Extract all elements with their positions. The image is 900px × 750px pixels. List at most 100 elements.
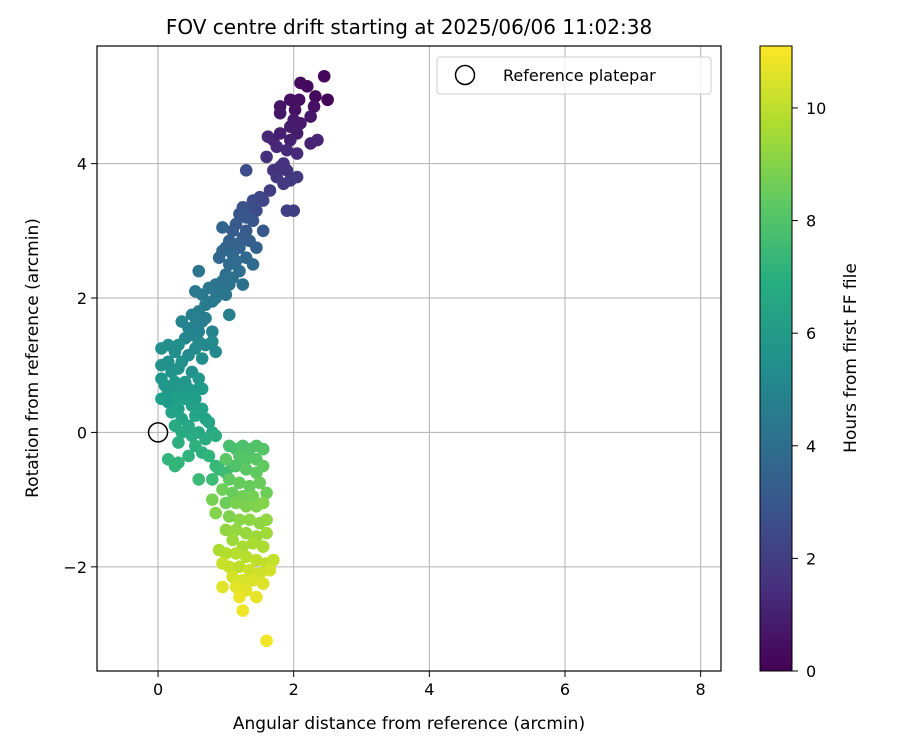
x-tick-label: 2: [289, 680, 299, 699]
data-point: [273, 127, 287, 140]
data-point: [219, 453, 233, 466]
data-point: [192, 473, 206, 486]
data-point: [209, 429, 222, 443]
data-point: [182, 449, 195, 463]
x-axis-label: Angular distance from reference (arcmin): [233, 714, 585, 734]
data-point: [155, 372, 168, 385]
colorbar-tick-label: 10: [806, 99, 826, 118]
data-point: [185, 399, 199, 412]
data-point: [256, 194, 270, 207]
reference-platepar-marker: [147, 422, 169, 443]
y-axis-label: Rotation from reference (arcmin): [23, 218, 43, 498]
colorbar-tick-label: 0: [806, 662, 816, 681]
data-point: [246, 258, 260, 271]
data-point: [192, 372, 206, 385]
data-point: [288, 103, 302, 117]
data-point: [175, 426, 189, 439]
data-point: [260, 486, 273, 500]
legend: Reference platepar: [436, 56, 712, 95]
data-point: [239, 164, 253, 177]
data-point: [270, 140, 284, 154]
data-point: [277, 177, 290, 191]
data-point: [239, 453, 253, 466]
data-point: [233, 590, 246, 604]
data-point: [294, 116, 307, 130]
data-point: [189, 409, 202, 422]
data-point: [182, 382, 195, 396]
y-axis-ticks: −2 0 2 4: [63, 155, 97, 577]
data-point: [219, 523, 233, 537]
data-point: [256, 442, 270, 456]
data-point: [263, 563, 277, 577]
data-point: [195, 382, 209, 396]
plot-frame: [96, 45, 722, 672]
data-point: [256, 540, 270, 553]
data-point: [185, 429, 199, 443]
data-point: [287, 204, 300, 217]
data-point: [239, 463, 253, 476]
data-point: [246, 573, 260, 587]
data-point: [226, 533, 239, 547]
data-point: [290, 170, 304, 184]
data-point: [219, 547, 233, 560]
data-point: [229, 547, 243, 560]
data-point: [246, 489, 260, 503]
data-point: [206, 295, 219, 308]
data-point: [292, 93, 306, 107]
data-point: [229, 459, 243, 473]
data-point: [243, 563, 256, 577]
data-point: [168, 345, 182, 359]
legend-label: Reference platepar: [503, 66, 656, 85]
y-tick-label: 2: [77, 289, 87, 308]
data-point: [260, 513, 273, 527]
data-point: [246, 214, 260, 228]
data-point: [236, 278, 250, 291]
data-point: [216, 221, 229, 234]
chart-title: FOV centre drift starting at 2025/06/06 …: [166, 15, 652, 39]
data-point: [195, 352, 209, 365]
data-point: [155, 342, 168, 355]
data-point: [216, 580, 229, 594]
colorbar-tick-label: 8: [806, 212, 816, 231]
data-point: [260, 634, 273, 648]
y-tick-label: 0: [77, 423, 87, 442]
data-points: [155, 69, 334, 648]
x-tick-label: 8: [696, 680, 706, 699]
data-point: [161, 395, 175, 409]
data-point: [290, 147, 304, 160]
data-point: [206, 493, 219, 506]
colorbar-tick-label: 2: [806, 549, 816, 568]
data-point: [199, 311, 212, 325]
data-point: [256, 459, 270, 473]
x-tick-label: 0: [153, 680, 163, 699]
data-point: [222, 473, 236, 486]
data-point: [260, 526, 273, 540]
data-point: [309, 90, 322, 103]
data-point: [239, 526, 253, 540]
data-point: [226, 224, 239, 238]
data-point: [192, 264, 206, 278]
colorbar-tick-label: 4: [806, 437, 816, 456]
data-point: [155, 358, 168, 372]
data-point: [321, 93, 334, 107]
data-point: [226, 486, 239, 500]
data-point: [233, 513, 246, 527]
legend-box: [436, 56, 712, 95]
data-point: [222, 560, 236, 574]
data-point: [216, 483, 229, 496]
data-point: [256, 224, 270, 238]
data-point: [280, 143, 294, 157]
data-point: [280, 164, 294, 177]
data-point: [222, 510, 236, 523]
data-point: [185, 308, 199, 322]
data-point: [239, 550, 253, 564]
data-point: [284, 133, 297, 147]
data-point: [229, 496, 243, 510]
data-point: [300, 80, 314, 93]
data-point: [233, 560, 246, 574]
data-point: [304, 110, 317, 123]
data-point: [222, 258, 236, 271]
data-point: [226, 570, 239, 584]
data-point: [250, 241, 263, 254]
